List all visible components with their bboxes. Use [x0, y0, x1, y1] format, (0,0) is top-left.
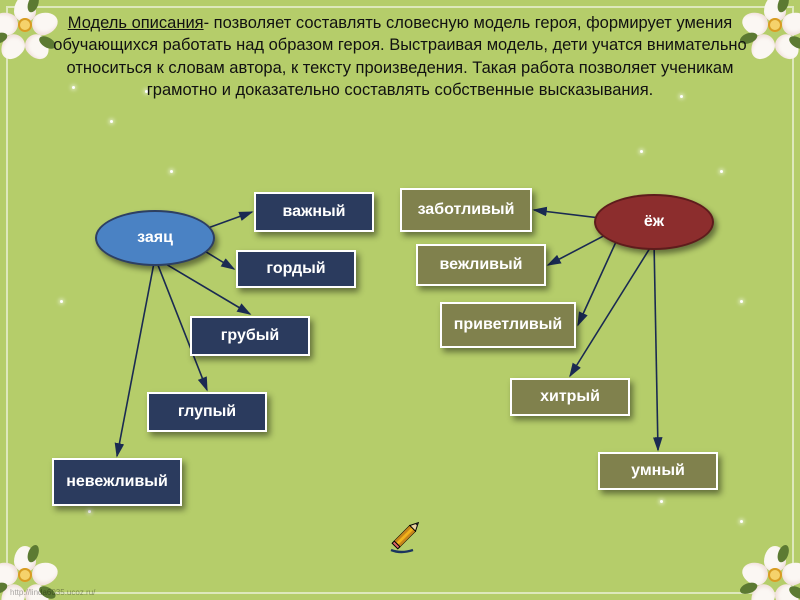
- attr-node: гордый: [236, 250, 356, 288]
- center-node: ёж: [594, 194, 714, 250]
- attr-node: грубый: [190, 316, 310, 356]
- attr-node: важный: [254, 192, 374, 232]
- sparkle: [110, 120, 113, 123]
- sparkle: [740, 520, 743, 523]
- attr-node: хитрый: [510, 378, 630, 416]
- sparkle: [60, 300, 63, 303]
- sparkle: [660, 500, 663, 503]
- center-node: заяц: [95, 210, 215, 266]
- sparkle: [170, 170, 173, 173]
- attr-node: глупый: [147, 392, 267, 432]
- flower-corner: [740, 540, 800, 600]
- watermark: http://linda6035.ucoz.ru/: [10, 588, 95, 597]
- attr-node: невежливый: [52, 458, 182, 506]
- slide: Модель описания- позволяет составлять сл…: [0, 0, 800, 600]
- attr-node: приветливый: [440, 302, 576, 348]
- sparkle: [720, 170, 723, 173]
- sparkle: [640, 150, 643, 153]
- sparkle: [740, 300, 743, 303]
- pencil-icon: [383, 510, 431, 558]
- title-text: Модель описания- позволяет составлять сл…: [40, 12, 760, 101]
- title-underlined: Модель описания: [68, 14, 204, 32]
- attr-node: заботливый: [400, 188, 532, 232]
- sparkle: [88, 510, 91, 513]
- attr-node: умный: [598, 452, 718, 490]
- attr-node: вежливый: [416, 244, 546, 286]
